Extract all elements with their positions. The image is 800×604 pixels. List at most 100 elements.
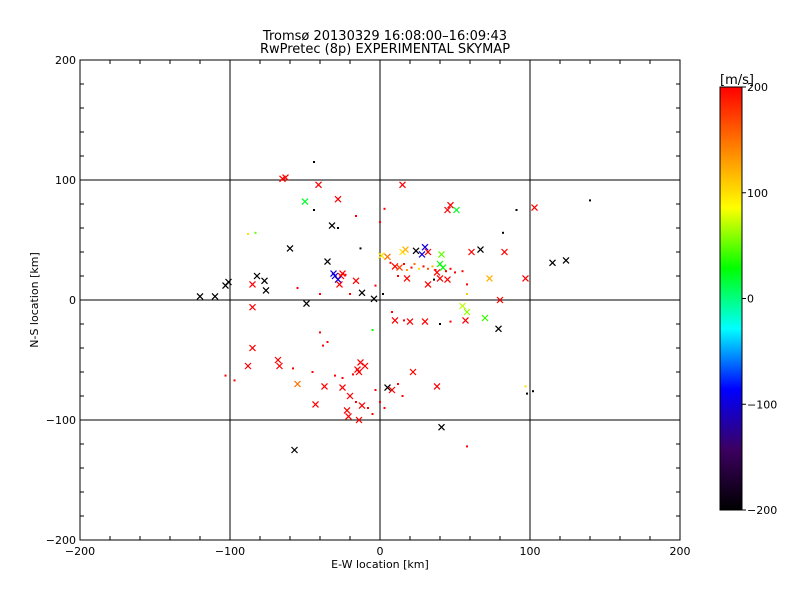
data-point-cross <box>370 295 378 303</box>
data-point-cross <box>346 392 354 400</box>
data-point-cross <box>462 316 469 324</box>
x-tick-label: 100 <box>520 545 541 558</box>
data-point-cross <box>291 446 298 454</box>
data-point-cross <box>352 277 360 285</box>
data-point-cross <box>384 253 391 261</box>
colorbar-tick-label: 0 <box>747 293 754 306</box>
colorbar-tick-label: 200 <box>747 81 768 94</box>
data-point-cross <box>424 280 432 288</box>
data-point-dot <box>445 270 447 273</box>
y-tick-label: −100 <box>46 414 76 427</box>
data-point-dot <box>403 319 405 322</box>
data-point-dot <box>296 287 299 289</box>
data-point-cross <box>438 250 445 258</box>
data-point-dot <box>383 207 386 210</box>
data-point-dot <box>418 267 420 270</box>
data-point-dot <box>466 445 468 448</box>
x-tick-label: −200 <box>65 545 95 558</box>
data-point-cross <box>421 318 429 326</box>
data-point-dot <box>515 209 518 211</box>
data-point-cross <box>562 256 570 264</box>
data-point-cross <box>424 248 432 256</box>
data-point-dot <box>341 377 344 379</box>
data-point-dot <box>367 407 369 409</box>
data-point-cross <box>253 272 261 280</box>
data-point-dot <box>337 227 339 229</box>
x-tick-label: 0 <box>377 545 384 558</box>
data-point-dot <box>374 389 377 391</box>
data-point-dot <box>326 341 329 343</box>
data-point-dot <box>371 329 374 331</box>
data-point-cross <box>531 204 538 212</box>
data-point-cross <box>324 258 331 266</box>
data-point-dot <box>319 331 321 334</box>
data-point-dot <box>233 379 236 382</box>
data-point-cross <box>406 318 414 326</box>
data-point-dot <box>449 267 452 270</box>
data-point-dot <box>524 385 527 388</box>
data-point-dot <box>434 269 437 271</box>
data-point-dot <box>254 231 257 234</box>
data-point-dot <box>532 390 534 393</box>
data-point-dot <box>461 270 464 273</box>
data-point-cross <box>303 300 310 308</box>
data-point-cross <box>438 423 445 431</box>
data-point-dot <box>413 263 416 265</box>
data-point-dot <box>403 263 405 265</box>
data-point-dot <box>397 275 399 277</box>
data-point-cross <box>433 382 441 390</box>
data-point-dot <box>466 283 468 286</box>
data-point-dot <box>371 413 374 415</box>
axis-ticks <box>79 59 681 541</box>
data-point-dot <box>322 344 324 347</box>
data-points <box>196 161 591 454</box>
y-tick-label: −200 <box>46 534 76 547</box>
data-point-dot <box>383 407 386 409</box>
data-point-cross <box>301 198 309 206</box>
data-point-dot <box>311 371 314 373</box>
data-point-dot <box>359 247 362 250</box>
data-point-cross <box>444 206 451 214</box>
data-point-cross <box>249 344 256 352</box>
data-point-cross <box>244 362 252 370</box>
data-point-cross <box>496 296 504 304</box>
data-point-cross <box>355 368 363 376</box>
x-axis-label: E-W location [km] <box>331 558 429 571</box>
data-point-dot <box>313 161 315 163</box>
data-point-cross <box>276 362 283 370</box>
data-point-cross <box>388 386 396 394</box>
data-point-cross <box>345 412 352 420</box>
data-point-dot <box>355 215 357 217</box>
data-point-dot <box>224 374 227 377</box>
data-point-cross <box>486 274 493 282</box>
data-point-dot <box>334 374 336 377</box>
data-point-dot <box>344 273 347 276</box>
data-point-dot <box>247 233 249 235</box>
data-point-dot <box>502 231 504 234</box>
data-point-cross <box>261 277 268 285</box>
data-point-cross <box>357 358 364 366</box>
data-point-cross <box>328 222 336 230</box>
data-point-dot <box>406 269 408 271</box>
data-point-cross <box>444 276 451 284</box>
data-point-cross <box>315 181 322 189</box>
data-point-cross <box>321 382 328 390</box>
data-point-cross <box>334 195 342 203</box>
y-tick-label: 0 <box>69 294 76 307</box>
grid-lines <box>80 60 680 540</box>
chart-subtitle: RwPretec (8p) EXPERIMENTAL SKYMAP <box>260 42 510 57</box>
x-tick-label: −100 <box>215 545 245 558</box>
data-point-cross <box>481 314 489 322</box>
colorbar-label: [m/s] <box>720 73 754 88</box>
data-point-dot <box>410 266 413 269</box>
data-point-cross <box>262 286 270 294</box>
data-point-cross <box>436 274 444 282</box>
data-point-cross <box>378 252 385 260</box>
data-point-cross <box>294 380 301 388</box>
data-point-dot <box>379 401 381 403</box>
data-point-cross <box>358 289 366 297</box>
y-axis-label: N-S location [km] <box>28 252 41 348</box>
data-point-cross <box>412 247 420 255</box>
data-point-dot <box>313 209 315 211</box>
